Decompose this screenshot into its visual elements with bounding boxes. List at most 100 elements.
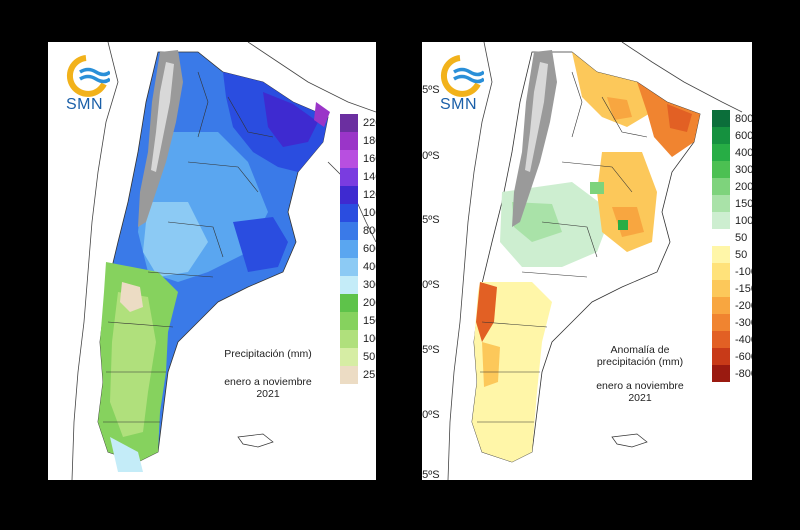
legend-swatch [340,330,358,348]
legend-label: 50 [735,231,748,244]
legend-item: -200 [712,297,752,314]
legend-item: -800 [712,365,752,382]
legend-item: 600 [712,127,752,144]
legend-swatch [712,229,730,246]
smn-logo-icon [66,55,112,97]
legend-label: 600 [363,243,376,255]
precipitation-map-panel: SMN 2200 1800 1600 1400 1200 1000 800 600 400 300… [48,42,376,480]
legend-label: 1200 [363,189,376,201]
precipitation-map [71,42,376,480]
legend-swatch [712,314,730,331]
period-line1: enero a noviembre [224,376,312,388]
legend-swatch [340,348,358,366]
legend-label: 25 [363,369,376,381]
legend-item: 400 [340,258,376,276]
legend-swatch [340,114,358,132]
legend-label: 100 [363,333,376,345]
legend-swatch [340,204,358,222]
legend-item: 400 [712,144,752,161]
legend-label: 100 [735,214,752,227]
legend-swatch [712,263,730,280]
legend-item: -150 [712,280,752,297]
legend-label: 400 [363,261,376,273]
anomaly-title-line1: Anomalía de [610,344,670,356]
legend-label: 300 [735,163,752,176]
legend-item: 1000 [340,204,376,222]
legend-label: -300 [735,316,752,329]
legend-label: 400 [735,146,752,159]
latitude-label: 35ºS [422,214,440,226]
legend-label: 50 [735,248,748,261]
legend-label: 200 [735,180,752,193]
legend-item: 150 [712,195,752,212]
legend-item: -100 [712,263,752,280]
legend-swatch [340,150,358,168]
legend-label: 150 [735,197,752,210]
smn-logo [62,54,116,116]
legend-item: 1400 [340,168,376,186]
latitude-label: 50ºS [422,409,440,421]
legend-swatch [340,132,358,150]
legend-label: -400 [735,333,752,346]
legend-item: 200 [712,178,752,195]
legend-swatch [340,240,358,258]
legend-swatch [712,348,730,365]
latitude-label: 25ºS [422,84,440,96]
legend-label: 1400 [363,171,376,183]
legend-swatch [712,178,730,195]
legend-label: -600 [735,350,752,363]
legend-item: 300 [340,276,376,294]
legend-label: 1800 [363,135,376,147]
legend-label: -100 [735,265,752,278]
legend-swatch [712,144,730,161]
legend-item: 100 [712,212,752,229]
smn-logo-icon [440,55,486,97]
legend-swatch [712,246,730,263]
legend-item: 150 [340,312,376,330]
legend-swatch [340,258,358,276]
legend-label: 800 [735,112,752,125]
legend-item: -300 [712,314,752,331]
legend-label: -800 [735,367,752,380]
period-line2: 2021 [256,388,280,400]
legend-item: 300 [712,161,752,178]
legend-label: 800 [363,225,376,237]
legend-swatch [712,127,730,144]
anomaly-title-line2: precipitación (mm) [596,356,684,368]
legend-item: 100 [340,330,376,348]
legend-item: 50 [712,229,747,246]
anomaly-map-panel: SMN 25ºS 30ºS 35ºS 40ºS 45ºS 50ºS 55ºS 8… [422,42,752,480]
legend-label: 600 [735,129,752,142]
legend-label: 200 [363,297,376,309]
legend-swatch [340,222,358,240]
legend-item: 50 [340,348,375,366]
legend-swatch [712,212,730,229]
legend-label: 50 [363,351,376,363]
legend-swatch [712,195,730,212]
legend-swatch [340,168,358,186]
legend-swatch [712,161,730,178]
anomaly-map [447,42,743,480]
legend-swatch [340,366,358,384]
legend-label: 1600 [363,153,376,165]
legend-item: 25 [340,366,375,384]
precipitation-title: Precipitación (mm) [224,348,312,360]
legend-item: 1800 [340,132,376,150]
legend-item: -600 [712,348,752,365]
smn-logo [436,54,490,116]
legend-swatch [340,276,358,294]
legend-item: 800 [712,110,752,127]
period-line2: 2021 [628,392,652,404]
legend-item: -400 [712,331,752,348]
period-line1: enero a noviembre [596,380,684,392]
legend-item: 1200 [340,186,376,204]
latitude-label: 30ºS [422,150,440,162]
legend-swatch [340,294,358,312]
legend-item: 2200 [340,114,376,132]
legend-swatch [712,280,730,297]
smn-logo-text: SMN [440,96,478,113]
legend-swatch [340,312,358,330]
legend-item: 200 [340,294,376,312]
legend-label: -150 [735,282,752,295]
legend-item: 1600 [340,150,376,168]
